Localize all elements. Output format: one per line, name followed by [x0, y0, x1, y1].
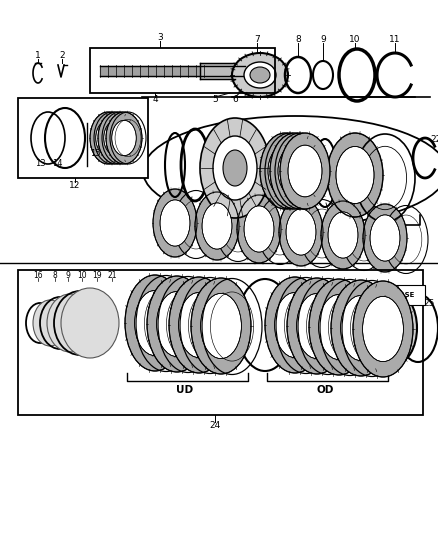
Ellipse shape — [96, 120, 120, 156]
Ellipse shape — [265, 277, 325, 373]
Bar — [18, 270, 423, 415]
Text: 1: 1 — [35, 51, 41, 60]
Ellipse shape — [327, 133, 383, 217]
Ellipse shape — [213, 136, 257, 200]
Text: 17: 17 — [225, 223, 235, 232]
Text: 23: 23 — [384, 235, 396, 244]
Text: 15: 15 — [90, 149, 100, 157]
Ellipse shape — [278, 145, 312, 197]
Text: 20: 20 — [355, 220, 365, 229]
Ellipse shape — [275, 293, 315, 358]
Bar — [90, 48, 275, 93]
Text: 24: 24 — [209, 421, 221, 430]
Text: 21: 21 — [385, 225, 395, 234]
Ellipse shape — [160, 200, 190, 246]
Text: 8: 8 — [53, 271, 57, 279]
Text: REVERSE: REVERSE — [379, 292, 415, 298]
Text: 13: 13 — [35, 158, 45, 167]
Text: 25: 25 — [423, 298, 434, 308]
Ellipse shape — [370, 215, 400, 261]
Ellipse shape — [279, 198, 323, 266]
Ellipse shape — [321, 201, 365, 269]
Ellipse shape — [232, 53, 288, 97]
Ellipse shape — [112, 120, 136, 156]
Ellipse shape — [90, 112, 126, 164]
Text: 2: 2 — [59, 51, 65, 60]
Text: 5: 5 — [212, 95, 218, 104]
Ellipse shape — [341, 295, 381, 361]
Bar — [370, 285, 425, 305]
Ellipse shape — [288, 145, 322, 197]
Ellipse shape — [106, 112, 142, 164]
Ellipse shape — [153, 189, 197, 257]
Text: 4: 4 — [152, 95, 158, 104]
Text: 21: 21 — [107, 271, 117, 279]
Ellipse shape — [125, 275, 185, 371]
Ellipse shape — [244, 62, 276, 88]
Text: 8: 8 — [295, 36, 301, 44]
Text: 9: 9 — [66, 271, 71, 279]
Ellipse shape — [297, 293, 337, 359]
Ellipse shape — [191, 278, 251, 374]
Text: 9: 9 — [320, 36, 326, 44]
Ellipse shape — [61, 288, 119, 358]
Ellipse shape — [134, 290, 175, 356]
Text: 10: 10 — [349, 36, 361, 44]
Ellipse shape — [195, 192, 239, 260]
Text: 19: 19 — [325, 213, 335, 222]
Ellipse shape — [169, 277, 229, 373]
Ellipse shape — [363, 296, 403, 361]
Ellipse shape — [309, 279, 369, 375]
Ellipse shape — [280, 133, 330, 209]
Ellipse shape — [287, 278, 347, 374]
Text: 16: 16 — [33, 271, 43, 279]
Ellipse shape — [237, 195, 281, 263]
Text: 16: 16 — [167, 205, 177, 214]
Ellipse shape — [353, 281, 413, 377]
Ellipse shape — [331, 280, 391, 376]
Text: 22: 22 — [430, 135, 438, 144]
Ellipse shape — [147, 276, 207, 372]
Ellipse shape — [286, 209, 316, 255]
Bar — [18, 98, 148, 178]
Text: 10: 10 — [185, 205, 195, 214]
Ellipse shape — [47, 294, 93, 352]
Ellipse shape — [270, 133, 320, 209]
Text: 6: 6 — [232, 95, 238, 104]
Text: UD: UD — [177, 385, 194, 395]
Text: 11: 11 — [389, 36, 401, 44]
Ellipse shape — [318, 294, 360, 360]
Text: 19: 19 — [92, 271, 102, 279]
Ellipse shape — [328, 212, 358, 258]
Text: 7: 7 — [254, 36, 260, 44]
Ellipse shape — [260, 133, 310, 209]
Ellipse shape — [381, 305, 409, 351]
Text: 10: 10 — [77, 271, 87, 279]
Ellipse shape — [202, 203, 232, 249]
Ellipse shape — [223, 150, 247, 186]
Text: 18: 18 — [287, 215, 297, 224]
Ellipse shape — [336, 147, 374, 204]
Ellipse shape — [244, 206, 274, 252]
Text: UD  CLUTCH: UD CLUTCH — [265, 231, 335, 241]
Ellipse shape — [268, 145, 302, 197]
Ellipse shape — [201, 293, 241, 359]
Ellipse shape — [179, 293, 219, 358]
Ellipse shape — [98, 112, 134, 164]
Ellipse shape — [33, 300, 67, 346]
Ellipse shape — [363, 204, 407, 272]
Ellipse shape — [104, 120, 128, 156]
Ellipse shape — [373, 292, 417, 364]
Text: OD: OD — [316, 385, 334, 395]
Text: 3: 3 — [157, 34, 163, 43]
Text: 14: 14 — [52, 158, 62, 167]
Ellipse shape — [250, 67, 270, 83]
Ellipse shape — [157, 292, 198, 357]
Text: 12: 12 — [69, 181, 81, 190]
Ellipse shape — [200, 118, 270, 218]
